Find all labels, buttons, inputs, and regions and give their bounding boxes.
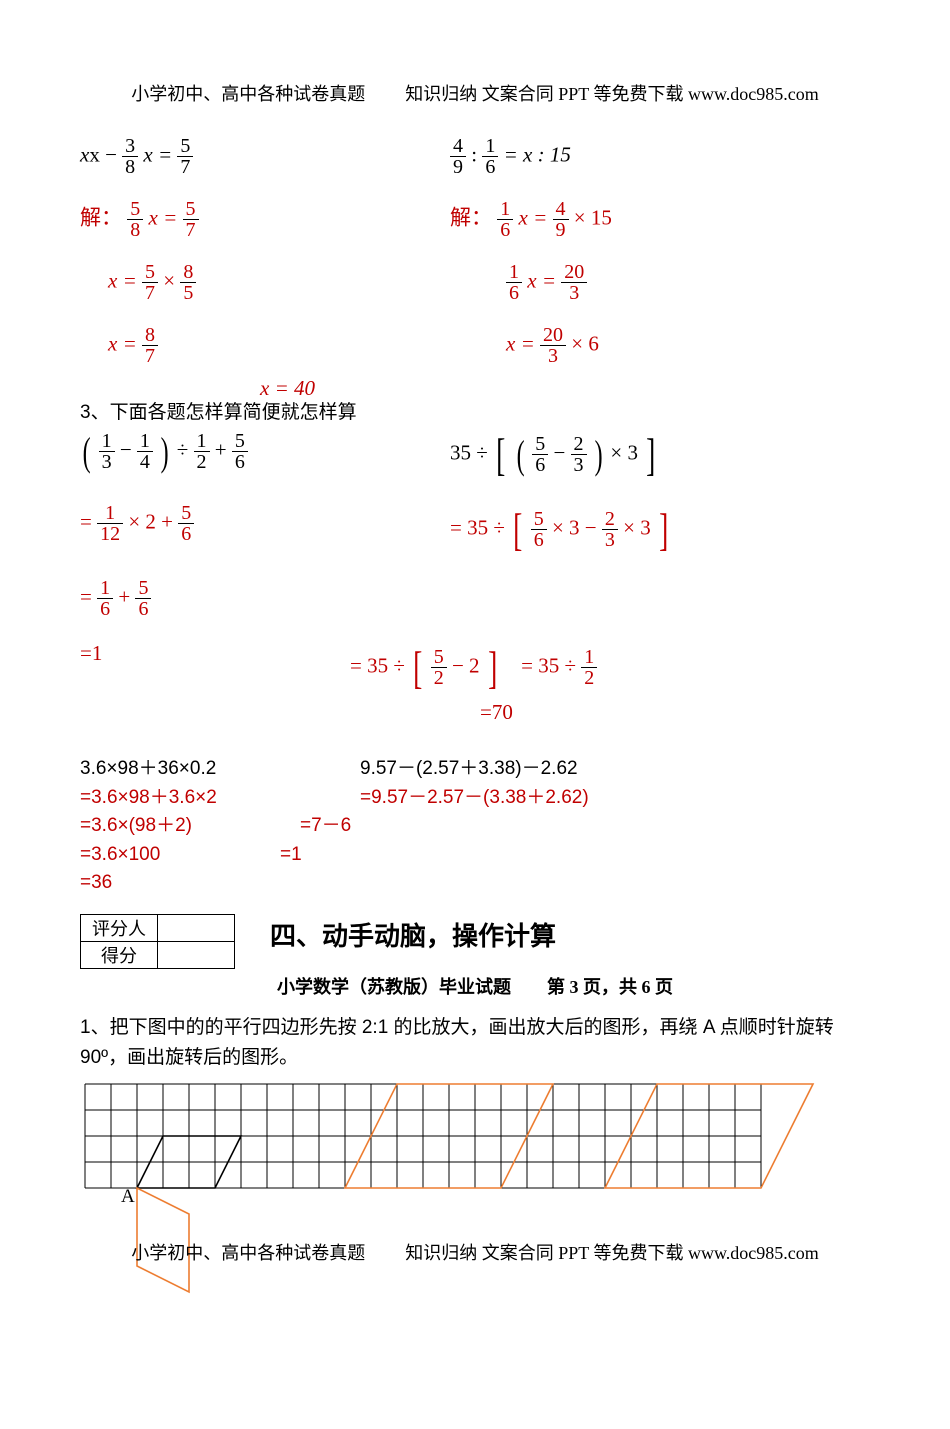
score-table: 评分人 得分 [80, 914, 235, 969]
sr3: =7－6 [300, 812, 589, 841]
q3-row-C: = 16 + 56 [80, 578, 870, 619]
q3-la-div: ÷ [177, 437, 194, 461]
footer-right: 知识归纳 文案合同 PPT 等免费下载 www.doc985.com [405, 1243, 819, 1263]
pn-d: 页，共 [583, 977, 637, 997]
q3-row-B: = 112 × 2 + 56 = 35 ÷ [ 56 × 3 − 23 × 3 … [80, 503, 870, 556]
q4-text: 1、把下图中的的平行四边形先按 2:1 的比放大，画出放大后的图形，再绕 A 点… [80, 1013, 870, 1074]
eq-rs3-post: × 6 [571, 331, 599, 355]
page-number: 小学数学（苏教版）毕业试题 第 3 页，共 6 页 [80, 973, 870, 999]
pn-a: 小学数学（苏教版）毕业试题 [277, 977, 511, 997]
q3-lb-mid: × 2 + [128, 509, 178, 533]
q3-row-D: =1 = 35 ÷ [ 52 − 2 ] = 35 ÷ 12 [80, 641, 870, 694]
eq-ls1-mid: x = [149, 205, 178, 229]
header-right: 知识归纳 文案合同 PPT 等免费下载 www.doc985.com [405, 84, 819, 104]
eq-rs1-f2: 49 [553, 199, 569, 240]
eq-rs2-f2: 203 [561, 262, 587, 303]
section-4-title: 四、动手动脑，操作计算 [270, 916, 556, 953]
score-b-val [158, 941, 235, 968]
eq-r-f2: 16 [482, 136, 498, 177]
pn-b: 第 [547, 977, 565, 997]
eq-rs1-mid: x = [519, 205, 548, 229]
sr2: =9.57－2.57－(3.38＋2.62) [360, 784, 589, 813]
q3-row-A: ( 13 − 14 ) ÷ 12 + 56 35 ÷ [ ( 56 − 23 )… [80, 428, 870, 481]
eq-l-mid: x = [143, 142, 172, 166]
eq-l-pre: x − [89, 142, 117, 166]
score-a: 评分人 [81, 914, 158, 941]
eq-r-mid: : [471, 142, 482, 166]
q3-rc2-pre: = 35 ÷ [521, 653, 581, 677]
eq-ls2-f2: 85 [180, 262, 196, 303]
eq-row-3: x = 57 × 85 16 x = 203 [80, 262, 870, 303]
solve-r: 解： [450, 205, 492, 229]
page-header: 小学初中、高中各种试卷真题 知识归纳 文案合同 PPT 等免费下载 www.doc… [80, 80, 870, 106]
sl3: =3.6×(98＋2) [80, 812, 280, 841]
eq-r-f1: 49 [450, 136, 466, 177]
simple-block: 3.6×98＋36×0.2 =3.6×98＋3.6×2 =3.6×(98＋2) … [80, 755, 870, 898]
section-4-header: 评分人 得分 四、动手动脑，操作计算 [80, 914, 870, 969]
eq-rs1-f1: 16 [497, 199, 513, 240]
q3-rc-post: − 2 [452, 653, 480, 677]
eq-ls1-f1: 58 [127, 199, 143, 240]
grid-svg [80, 1079, 870, 1389]
pn-f: 页 [655, 977, 673, 997]
eq-rs1-post: × 15 [574, 205, 612, 229]
eq-row-2: 解： 58 x = 57 解： 16 x = 49 × 15 [80, 199, 870, 240]
eq-r-post: = x : 15 [504, 142, 571, 166]
sl4: =3.6×100 [80, 841, 280, 870]
point-a-label: A [121, 1186, 135, 1208]
solve-l: 解： [80, 205, 122, 229]
sl1: 3.6×98＋36×0.2 [80, 755, 280, 784]
q3-rb-mid: × 3 − [552, 515, 602, 539]
q3-ra-post: × 3 [610, 440, 638, 464]
q3-rb-pre: = 35 ÷ [450, 515, 510, 539]
q3-rb-post: × 3 [623, 515, 651, 539]
q3-rc-pre: = 35 ÷ [350, 653, 410, 677]
q3-ra-minus: − [553, 440, 570, 464]
sr1: 9.57－(2.57＋3.38)－2.62 [360, 755, 589, 784]
eq-rs2-f1: 16 [506, 262, 522, 303]
eq-ls2-mid: × [163, 268, 180, 292]
q3-lc-mid: + [118, 584, 135, 608]
pn-e: 6 [642, 977, 651, 997]
score-b: 得分 [81, 941, 158, 968]
sr4: =1 [280, 841, 589, 870]
pn-c: 3 [570, 977, 579, 997]
eq-rs2-mid: x = [527, 268, 556, 292]
score-a-val [158, 914, 235, 941]
q3-la-plus: + [215, 437, 232, 461]
eq-ls2-f1: 57 [142, 262, 158, 303]
eq-row-4: x = 87 x = 203 × 6 [80, 325, 870, 366]
sl2: =3.6×98＋3.6×2 [80, 784, 280, 813]
q3-rd: =70 [480, 700, 870, 725]
q3-lb-pre: = [80, 509, 97, 533]
q3-ld: =1 [80, 641, 102, 665]
grid-diagram: A 小学初中、高中各种试卷真题 知识归纳 文案合同 PPT 等免费下载 www.d… [80, 1079, 870, 1389]
eq-rs3-pre: x = [506, 331, 535, 355]
q3-ra-pre: 35 ÷ [450, 440, 493, 464]
header-left: 小学初中、高中各种试卷真题 [131, 84, 365, 104]
eq-rs3-f1: 203 [540, 325, 566, 366]
footer-left: 小学初中、高中各种试卷真题 [131, 1243, 365, 1263]
q3-title: 3、下面各题怎样算简便就怎样算 [80, 398, 357, 428]
eq-ls2-pre: x = [108, 268, 137, 292]
page-footer: 小学初中、高中各种试卷真题 知识归纳 文案合同 PPT 等免费下载 www.doc… [80, 1239, 870, 1265]
eq-l-f1: 38 [122, 136, 138, 177]
eq-ls1-f2: 57 [183, 199, 199, 240]
q3-lc-pre: = [80, 584, 97, 608]
eq-ls3-pre: x = [108, 331, 137, 355]
sl5: =36 [80, 869, 280, 898]
eq-l-f2: 57 [177, 136, 193, 177]
eq-l-x: x [80, 142, 89, 166]
eq-ls3-f1: 87 [142, 325, 158, 366]
eq-row-1: xx − 38 x = 57 49 : 16 = x : 15 [80, 136, 870, 177]
